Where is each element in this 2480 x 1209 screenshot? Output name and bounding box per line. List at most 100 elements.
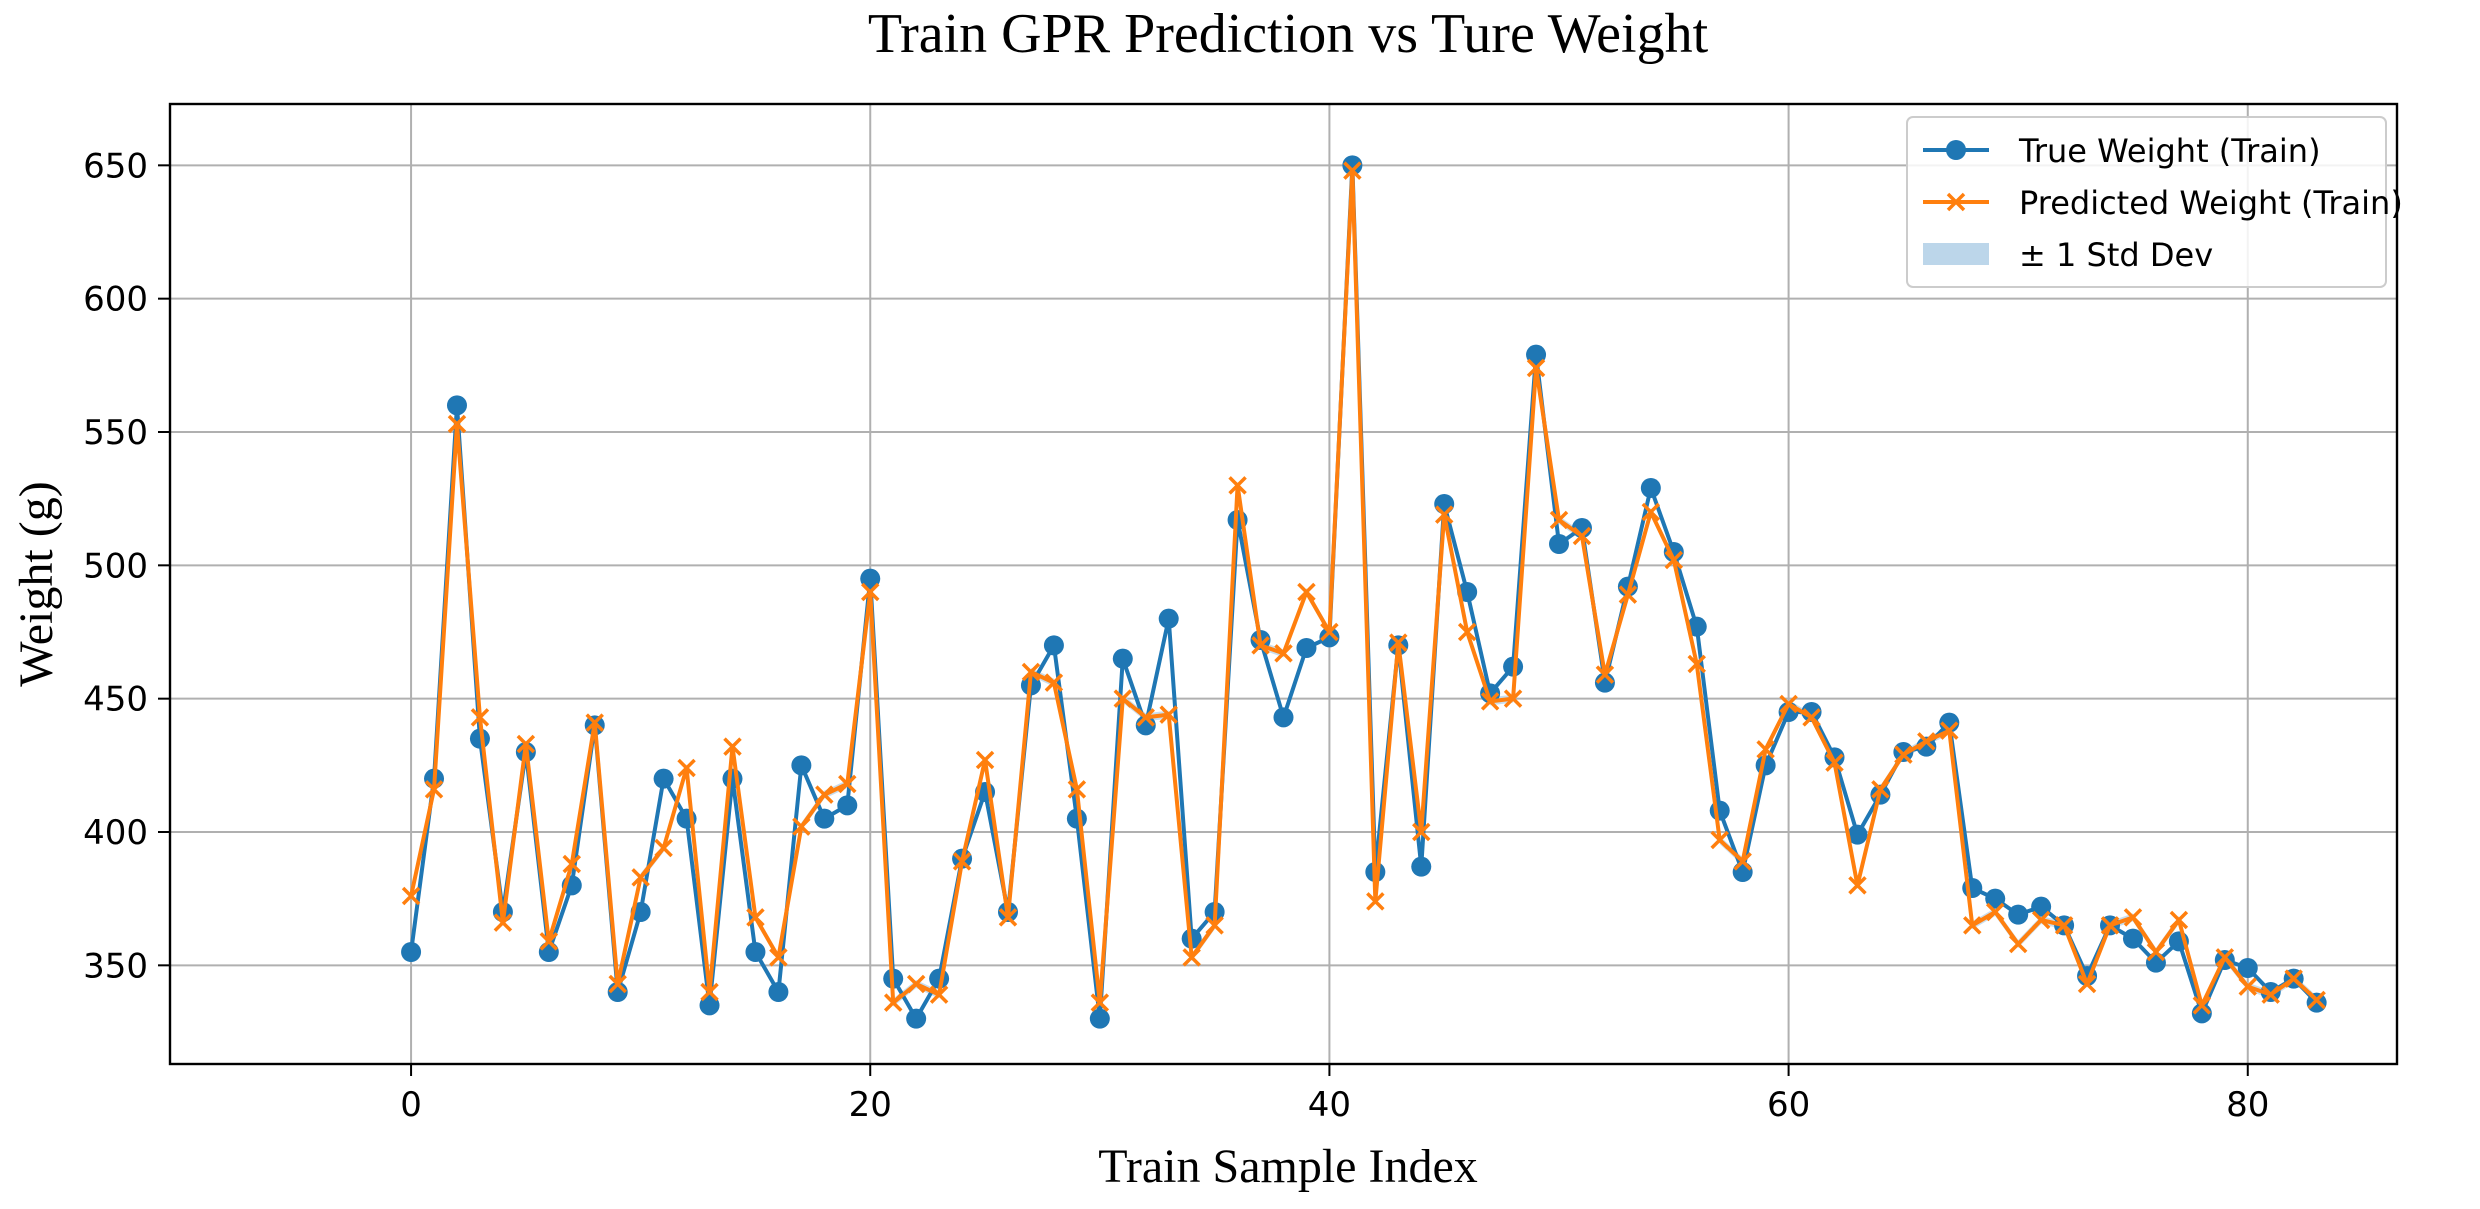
- predicted-weight-point: [2123, 908, 2143, 927]
- predicted-weight-point: [424, 780, 444, 799]
- y-axis-label: Weight (g): [10, 481, 63, 686]
- predicted-weight-point: [1480, 692, 1500, 711]
- predicted-weight-point: [838, 774, 857, 794]
- predicted-weight-point: [677, 758, 696, 778]
- predicted-weight-point: [2307, 990, 2326, 1010]
- predicted-weight-point: [883, 993, 903, 1012]
- predicted-weight-point: [631, 868, 650, 887]
- predicted-weight-point: [2008, 934, 2028, 954]
- true-weight-point: [1273, 707, 1294, 728]
- true-weight-point: [1319, 627, 1340, 648]
- true-weight-point: [653, 768, 674, 789]
- true-weight-point: [1709, 800, 1730, 821]
- predicted-weight-point: [861, 582, 880, 602]
- plot-frame: [168, 102, 2399, 1066]
- predicted-weight-point: [1618, 585, 1638, 604]
- legend-box: [1906, 116, 2387, 288]
- x-tick-label: 40: [1308, 1085, 1351, 1125]
- predicted-weight-point: [1297, 582, 1316, 602]
- true-weight-point: [1732, 862, 1753, 882]
- predicted-weight-point: [1228, 476, 1247, 495]
- true-weight-point: [446, 395, 467, 416]
- true-weight-point: [1066, 808, 1087, 829]
- predicted-weight-point: [1687, 654, 1706, 674]
- predicted-weight-point: [1572, 526, 1592, 546]
- true-weight-point: [1801, 702, 1822, 722]
- predicted-weight-point: [1412, 822, 1431, 842]
- true-weight-point: [1503, 656, 1524, 677]
- predicted-weight-point: [2077, 974, 2097, 994]
- predicted-weight-point: [746, 908, 765, 927]
- true-weight-point: [699, 995, 720, 1016]
- true-weight-point: [1434, 494, 1455, 514]
- predicted-weight-point: [1894, 745, 1913, 764]
- true-weight-point: [1089, 1008, 1110, 1029]
- predicted-weight-point: [2169, 910, 2189, 930]
- y-tick-label: 650: [83, 146, 148, 186]
- predicted-weight-point: [1985, 902, 2005, 922]
- y-tick-label: 600: [83, 280, 148, 320]
- predicted-weight-point: [1136, 708, 1155, 727]
- predicted-weight-point: [1434, 505, 1454, 524]
- predicted-weight-point: [906, 974, 926, 994]
- true-weight-point: [1916, 736, 1937, 757]
- true-weight-point: [906, 1008, 927, 1029]
- predicted-weight-point: [470, 708, 490, 727]
- predicted-weight-point: [2146, 942, 2166, 962]
- predicted-weight-point: [1113, 689, 1133, 708]
- x-axis-label: Train Sample Index: [1098, 1140, 1478, 1193]
- legend: True Weight (Train) Predicted Weight (Tra…: [1906, 116, 2403, 288]
- predicted-weight-point: [1503, 689, 1523, 708]
- predicted-weight-point: [1779, 694, 1798, 714]
- predicted-weight-point: [1251, 636, 1270, 655]
- true-weight-point: [1549, 534, 1570, 554]
- predicted-weight-point: [1917, 732, 1936, 751]
- legend-label: True Weight (Train): [2018, 132, 2321, 170]
- predicted-weight-point: [1871, 780, 1890, 799]
- true-weight-point: [1985, 888, 2006, 909]
- predicted-weight-point: [1940, 721, 1959, 740]
- predicted-weight-point: [1595, 665, 1615, 684]
- predicted-weight-point: [608, 974, 627, 994]
- chart-title: Train GPR Prediction vs Ture Weight: [868, 3, 1709, 65]
- series-layer: [401, 155, 2327, 1029]
- true-weight-point: [2260, 982, 2281, 1002]
- predicted-weight-point: [1182, 948, 1201, 967]
- true-weight-point: [768, 982, 789, 1002]
- y-tick-label: 400: [83, 813, 148, 853]
- predicted-weight-point: [1366, 892, 1385, 911]
- predicted-weight-point: [516, 734, 536, 754]
- predicted-weight-point: [2261, 985, 2280, 1004]
- grid-lines: [170, 104, 2397, 1064]
- predicted-weight-point: [1044, 673, 1064, 692]
- predicted-weight-line: [409, 168, 2319, 1008]
- predicted-weight-point: [1710, 830, 1729, 850]
- true-weight-point: [2145, 952, 2166, 973]
- true-weight-point: [791, 755, 812, 776]
- true-weight-point: [1893, 742, 1914, 762]
- true-weight-point: [2122, 928, 2143, 949]
- predicted-weight-point: [1457, 622, 1477, 642]
- legend-swatch-x-marker: [1946, 192, 1966, 212]
- true-weight-point: [1043, 635, 1064, 656]
- true-weight-point: [837, 795, 858, 816]
- predicted-weight-point: [1526, 358, 1546, 378]
- true-weight-point: [1686, 616, 1707, 637]
- true-weight-point: [1526, 344, 1547, 365]
- predicted-weight-point: [1664, 550, 1684, 570]
- predicted-weight-point: [1733, 852, 1752, 871]
- y-tick-label: 550: [83, 413, 148, 453]
- axis-ticks: 0 20 40 60 80 350 400 450 500 550 600 650: [83, 146, 2269, 1125]
- predicted-weight-point: [493, 913, 513, 932]
- predicted-weight-point: [539, 932, 559, 951]
- predicted-weight-point: [1090, 993, 1110, 1012]
- y-tick-label: 500: [83, 546, 148, 586]
- predicted-weight-point: [585, 713, 604, 732]
- y-tick-label: 450: [83, 680, 148, 720]
- true-weight-point: [745, 942, 766, 962]
- predicted-weight-point: [1021, 662, 1041, 682]
- predicted-weight-point: [562, 854, 582, 874]
- predicted-weight-point: [1963, 916, 1982, 935]
- predicted-weight-point: [654, 838, 673, 858]
- predicted-weight-point: [2238, 977, 2258, 996]
